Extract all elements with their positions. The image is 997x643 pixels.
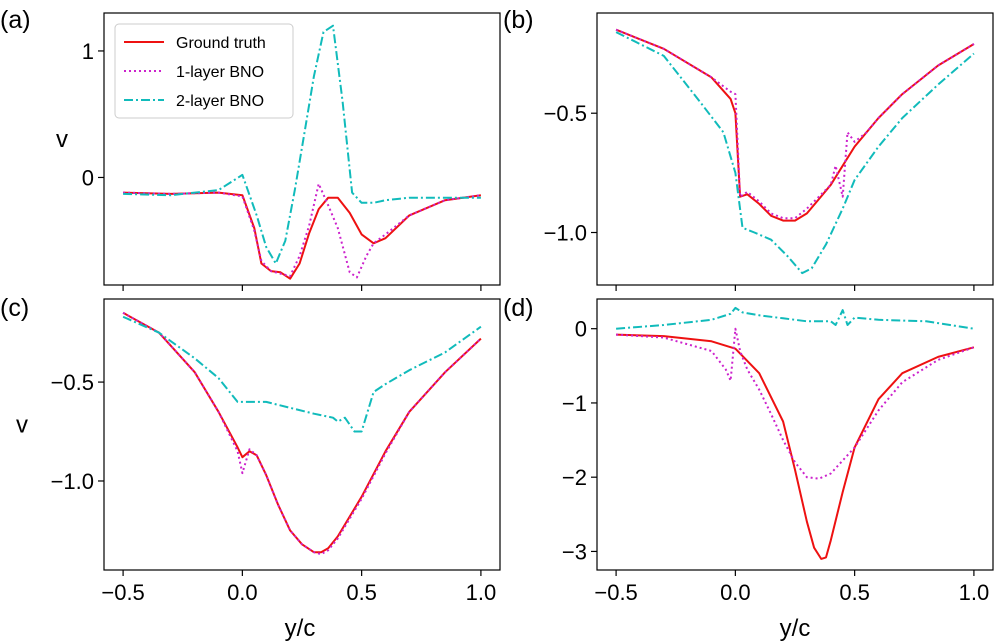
legend-label: 1-layer BNO bbox=[176, 64, 264, 81]
panel-label: (b) bbox=[503, 6, 534, 34]
axes-frame bbox=[103, 12, 501, 286]
series-line-1-layer-bno bbox=[123, 182, 482, 279]
series-line-ground-truth bbox=[616, 333, 975, 560]
x-tick-label: 0.0 bbox=[227, 580, 258, 605]
y-tick-label: −1.0 bbox=[544, 221, 587, 246]
x-tick-label: 1.0 bbox=[466, 580, 497, 605]
y-tick-label: −0.5 bbox=[51, 370, 94, 395]
series-line-ground-truth bbox=[123, 191, 482, 280]
panel-d: (d) −0.5 0.0 0.5 1.0 0 −1 −2 −3 y/c bbox=[503, 294, 994, 642]
x-axis-label: y/c bbox=[285, 615, 316, 642]
legend-label: 2-layer BNO bbox=[176, 93, 264, 110]
x-axis-label: y/c bbox=[780, 615, 811, 642]
y-tick-label: 0 bbox=[575, 317, 587, 342]
panel-label: (a) bbox=[0, 6, 31, 34]
series-line-2-layer-bno bbox=[615, 31, 975, 275]
panel-label: (c) bbox=[0, 294, 29, 322]
y-tick-label: −2 bbox=[562, 465, 587, 490]
panel-label: (d) bbox=[503, 294, 534, 322]
x-tick-label: −0.5 bbox=[101, 580, 144, 605]
y-tick-label: 1 bbox=[82, 39, 94, 64]
x-tick-label: 0.5 bbox=[839, 580, 870, 605]
series-line-ground-truth bbox=[122, 311, 482, 554]
series-line-1-layer-bno bbox=[616, 327, 975, 480]
x-tick-label: 0.5 bbox=[346, 580, 377, 605]
legend-box bbox=[114, 23, 294, 119]
y-axis-label: v bbox=[16, 412, 28, 439]
x-tick-label: 0.0 bbox=[720, 580, 751, 605]
y-tick-label: −1.0 bbox=[51, 469, 94, 494]
series-line-1-layer-bno bbox=[122, 311, 482, 556]
legend: Ground truth 1-layer BNO 2-layer BNO bbox=[114, 23, 294, 119]
panel-a: (a) 0 1 v Ground truth 1-layer BNO 2-layer BNO bbox=[0, 6, 501, 291]
series-line-2-layer-bno bbox=[123, 24, 481, 265]
y-tick-label: −0.5 bbox=[544, 101, 587, 126]
axes-frame bbox=[596, 298, 994, 571]
panel-c: (c) −0.5 0.0 0.5 1.0 −0.5 −1.0 v y/c bbox=[0, 294, 501, 642]
axes-frame bbox=[103, 298, 501, 571]
series-line-2-layer-bno bbox=[616, 306, 975, 330]
axes-frame bbox=[596, 12, 994, 286]
y-tick-label: −1 bbox=[562, 391, 587, 416]
series-line-1-layer-bno bbox=[615, 28, 975, 220]
y-tick-label: −3 bbox=[562, 539, 587, 564]
y-tick-label: 0 bbox=[82, 165, 94, 190]
x-tick-label: 1.0 bbox=[959, 580, 990, 605]
series-line-ground-truth bbox=[615, 28, 975, 222]
y-axis-label: v bbox=[56, 126, 68, 153]
legend-label: Ground truth bbox=[176, 35, 266, 52]
x-tick-label: −0.5 bbox=[594, 580, 637, 605]
panel-b: (b) −0.5 −1.0 bbox=[503, 6, 994, 291]
series-line-2-layer-bno bbox=[122, 315, 482, 433]
